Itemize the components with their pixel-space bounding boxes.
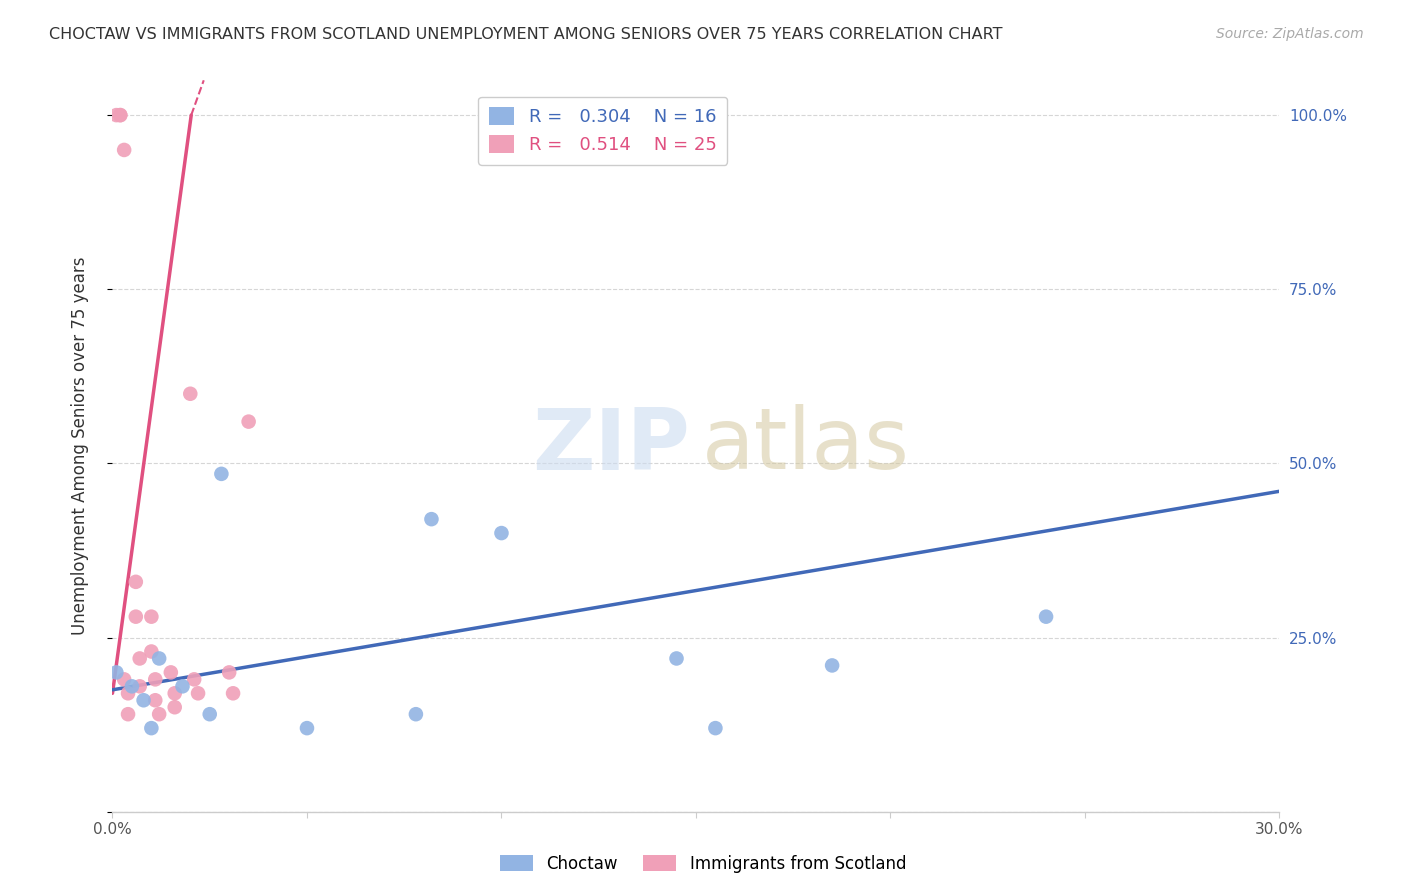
Point xyxy=(110,108,132,122)
Point xyxy=(105,665,128,680)
Point xyxy=(238,415,260,429)
Point xyxy=(420,512,443,526)
Point xyxy=(112,143,135,157)
Point xyxy=(132,693,155,707)
Point xyxy=(405,707,427,722)
Text: Source: ZipAtlas.com: Source: ZipAtlas.com xyxy=(1216,27,1364,41)
Point xyxy=(187,686,209,700)
Point xyxy=(198,707,221,722)
Point xyxy=(143,673,166,687)
Point xyxy=(128,679,150,693)
Point xyxy=(148,707,170,722)
Text: CHOCTAW VS IMMIGRANTS FROM SCOTLAND UNEMPLOYMENT AMONG SENIORS OVER 75 YEARS COR: CHOCTAW VS IMMIGRANTS FROM SCOTLAND UNEM… xyxy=(49,27,1002,42)
Point xyxy=(110,108,132,122)
Point xyxy=(295,721,318,735)
Point xyxy=(179,386,201,401)
Point xyxy=(183,673,205,687)
Legend: Choctaw, Immigrants from Scotland: Choctaw, Immigrants from Scotland xyxy=(494,848,912,880)
Point xyxy=(665,651,688,665)
Text: atlas: atlas xyxy=(702,404,910,488)
Point xyxy=(148,651,170,665)
Point xyxy=(128,651,150,665)
Point xyxy=(117,707,139,722)
Point xyxy=(172,679,194,693)
Legend: R =   0.304    N = 16, R =   0.514    N = 25: R = 0.304 N = 16, R = 0.514 N = 25 xyxy=(478,96,727,165)
Point xyxy=(222,686,245,700)
Point xyxy=(218,665,240,680)
Point xyxy=(117,686,139,700)
Point xyxy=(704,721,727,735)
Point xyxy=(491,526,513,541)
Y-axis label: Unemployment Among Seniors over 75 years: Unemployment Among Seniors over 75 years xyxy=(70,257,89,635)
Point xyxy=(141,609,163,624)
Point xyxy=(821,658,844,673)
Text: ZIP: ZIP xyxy=(533,404,690,488)
Point xyxy=(125,609,148,624)
Point xyxy=(209,467,232,481)
Point xyxy=(112,673,135,687)
Point xyxy=(125,574,148,589)
Point xyxy=(163,686,186,700)
Point xyxy=(160,665,183,680)
Point xyxy=(141,644,163,658)
Point xyxy=(143,693,166,707)
Point xyxy=(1035,609,1057,624)
Point xyxy=(105,108,128,122)
Point xyxy=(121,679,143,693)
Point xyxy=(141,721,163,735)
Point xyxy=(163,700,186,714)
